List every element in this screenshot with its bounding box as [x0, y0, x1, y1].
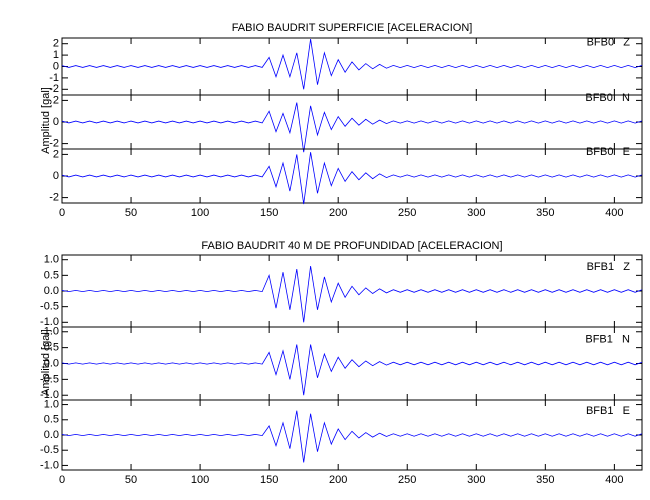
- y-tick-label: -2: [49, 83, 59, 95]
- y-axis-label: Amplitud [gal]: [40, 87, 52, 154]
- y-tick-label: 2: [53, 38, 59, 50]
- y-tick-label: 1.0: [44, 398, 59, 410]
- y-tick-label: -1: [49, 72, 59, 84]
- y-tick-label: 0: [53, 116, 59, 128]
- x-tick-label: 0: [59, 207, 65, 219]
- trace-name: BFB0 E: [586, 146, 630, 158]
- y-tick-label: -0.5: [40, 444, 59, 456]
- trace-name: BFB1 E: [586, 405, 630, 417]
- x-tick-label: 350: [536, 474, 554, 486]
- y-tick-label: 0.0: [44, 357, 59, 369]
- y-tick-label: 0.5: [44, 342, 59, 354]
- y-tick-label: -1.0: [40, 316, 59, 328]
- y-tick-label: 1.0: [44, 254, 59, 266]
- waveform: [61, 152, 643, 205]
- waveform: [61, 265, 643, 323]
- trace-name: BFB0 N: [585, 92, 630, 104]
- y-axis-label: Amplitud [gal]: [40, 329, 52, 396]
- x-tick-label: 300: [467, 207, 485, 219]
- x-tick-label: 0: [59, 474, 65, 486]
- x-tick-label: 400: [605, 474, 623, 486]
- x-tick-label: 250: [398, 207, 416, 219]
- y-tick-label: -0.5: [40, 373, 59, 385]
- y-tick-label: 0.5: [44, 414, 59, 426]
- x-tick-label: 350: [536, 207, 554, 219]
- x-tick-label: 100: [191, 207, 209, 219]
- y-tick-label: -1.0: [40, 459, 59, 471]
- x-tick-label: 250: [398, 474, 416, 486]
- x-tick-label: 400: [605, 207, 623, 219]
- y-tick-label: 0.0: [44, 429, 59, 441]
- x-tick-label: 150: [260, 474, 278, 486]
- x-tick-label: 50: [125, 207, 137, 219]
- x-tick-label: 50: [125, 474, 137, 486]
- trace-name: BFB0 Z: [587, 36, 631, 48]
- y-tick-label: 0: [53, 170, 59, 182]
- y-tick-label: 1.0: [44, 326, 59, 338]
- waveform: [61, 410, 643, 463]
- trace-name: BFB1 Z: [587, 261, 631, 273]
- trace-name: BFB1 N: [585, 333, 630, 345]
- y-tick-label: 0.5: [44, 269, 59, 281]
- y-tick-label: -2: [49, 138, 59, 150]
- x-tick-label: 150: [260, 207, 278, 219]
- y-tick-label: -2: [49, 192, 59, 204]
- y-tick-label: 0: [53, 60, 59, 72]
- y-tick-label: 2: [53, 148, 59, 160]
- waveform: [61, 102, 643, 153]
- x-tick-label: 200: [329, 474, 347, 486]
- chart-title: FABIO BAUDRIT 40 M DE PROFUNDIDAD [ACELE…: [201, 240, 502, 252]
- x-tick-label: 300: [467, 474, 485, 486]
- y-tick-label: 0.0: [44, 285, 59, 297]
- waveform: [61, 344, 643, 396]
- y-tick-label: -1.0: [40, 389, 59, 401]
- y-tick-label: 1: [53, 49, 59, 61]
- x-tick-label: 100: [191, 474, 209, 486]
- y-tick-label: 2: [53, 94, 59, 106]
- waveform: [61, 39, 643, 90]
- x-tick-label: 200: [329, 207, 347, 219]
- chart-title: FABIO BAUDRIT SUPERFICIE [ACELERACION]: [232, 22, 473, 34]
- y-tick-label: -0.5: [40, 301, 59, 313]
